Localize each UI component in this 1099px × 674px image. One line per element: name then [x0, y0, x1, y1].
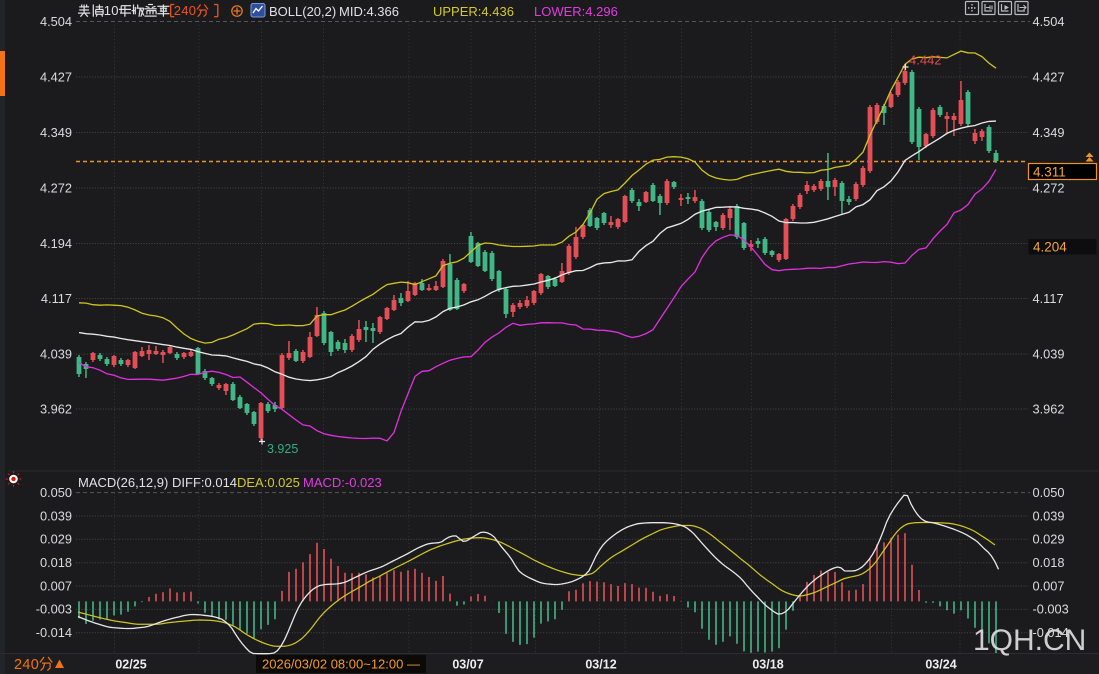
- svg-text:4.117: 4.117: [1033, 291, 1064, 306]
- svg-text:03/07: 03/07: [452, 658, 483, 672]
- svg-text:4.427: 4.427: [1033, 69, 1065, 84]
- svg-text:4.311: 4.311: [1033, 165, 1066, 180]
- svg-text:4.039: 4.039: [1033, 346, 1065, 361]
- svg-text:4.427: 4.427: [40, 69, 72, 84]
- svg-text:4.194: 4.194: [40, 236, 72, 251]
- svg-text:4: 4: [181, 3, 188, 18]
- svg-text:MACD(26,12,9): MACD(26,12,9): [78, 475, 168, 490]
- svg-text:02/25: 02/25: [115, 658, 146, 672]
- svg-text:2: 2: [174, 3, 181, 18]
- svg-text:-0.003: -0.003: [1033, 602, 1069, 617]
- svg-text:4.039: 4.039: [40, 346, 72, 361]
- svg-text:MACD:-0.023: MACD:-0.023: [303, 475, 382, 490]
- svg-text:0: 0: [31, 657, 39, 673]
- svg-text:DEA:0.025: DEA:0.025: [237, 475, 300, 490]
- svg-text:0.007: 0.007: [1033, 578, 1065, 593]
- svg-text:4.117: 4.117: [41, 291, 72, 306]
- svg-text:4.272: 4.272: [40, 180, 72, 195]
- svg-text:4.272: 4.272: [1033, 180, 1065, 195]
- svg-text:4.504: 4.504: [40, 14, 72, 29]
- svg-text:0.018: 0.018: [1033, 555, 1065, 570]
- svg-text:4.349: 4.349: [40, 125, 72, 140]
- svg-text:4: 4: [22, 657, 30, 673]
- svg-text:DIFF:0.014: DIFF:0.014: [172, 475, 237, 490]
- svg-text:03/12: 03/12: [585, 658, 616, 672]
- svg-text:03/24: 03/24: [925, 658, 956, 672]
- svg-text:2: 2: [14, 657, 22, 673]
- svg-text:0.039: 0.039: [1033, 508, 1065, 523]
- svg-text:0.029: 0.029: [1033, 532, 1065, 547]
- svg-text:3.925: 3.925: [267, 442, 298, 456]
- svg-text:-0.003: -0.003: [36, 602, 72, 617]
- svg-text:LOWER:4.296: LOWER:4.296: [534, 4, 618, 19]
- svg-text:0: 0: [111, 3, 118, 18]
- svg-text:2026/03/02 08:00~12:00 —: 2026/03/02 08:00~12:00 —: [262, 657, 420, 672]
- svg-text:4.349: 4.349: [1033, 125, 1065, 140]
- svg-text:BOLL(20,2): BOLL(20,2): [269, 4, 336, 19]
- svg-text:4.204: 4.204: [1033, 240, 1067, 255]
- svg-text:0.029: 0.029: [40, 532, 72, 547]
- svg-text:0.050: 0.050: [1033, 485, 1065, 500]
- svg-text:0: 0: [189, 3, 196, 18]
- svg-text:1: 1: [104, 3, 111, 18]
- svg-text:-0.014: -0.014: [36, 625, 72, 640]
- svg-text:4.442: 4.442: [909, 53, 942, 68]
- svg-text:3.962: 3.962: [40, 401, 72, 416]
- svg-text:-0.014: -0.014: [1033, 625, 1069, 640]
- svg-text:4.504: 4.504: [1033, 14, 1065, 29]
- svg-text:0.039: 0.039: [40, 508, 72, 523]
- svg-text:0.007: 0.007: [40, 578, 72, 593]
- svg-text:03/18: 03/18: [752, 658, 783, 672]
- svg-text:MID:4.366: MID:4.366: [339, 4, 399, 19]
- svg-text:3.962: 3.962: [1033, 401, 1065, 416]
- svg-text:1QH.CN: 1QH.CN: [973, 624, 1086, 657]
- svg-text:0.018: 0.018: [40, 555, 72, 570]
- svg-text:UPPER:4.436: UPPER:4.436: [433, 4, 514, 19]
- svg-text:0.050: 0.050: [40, 485, 72, 500]
